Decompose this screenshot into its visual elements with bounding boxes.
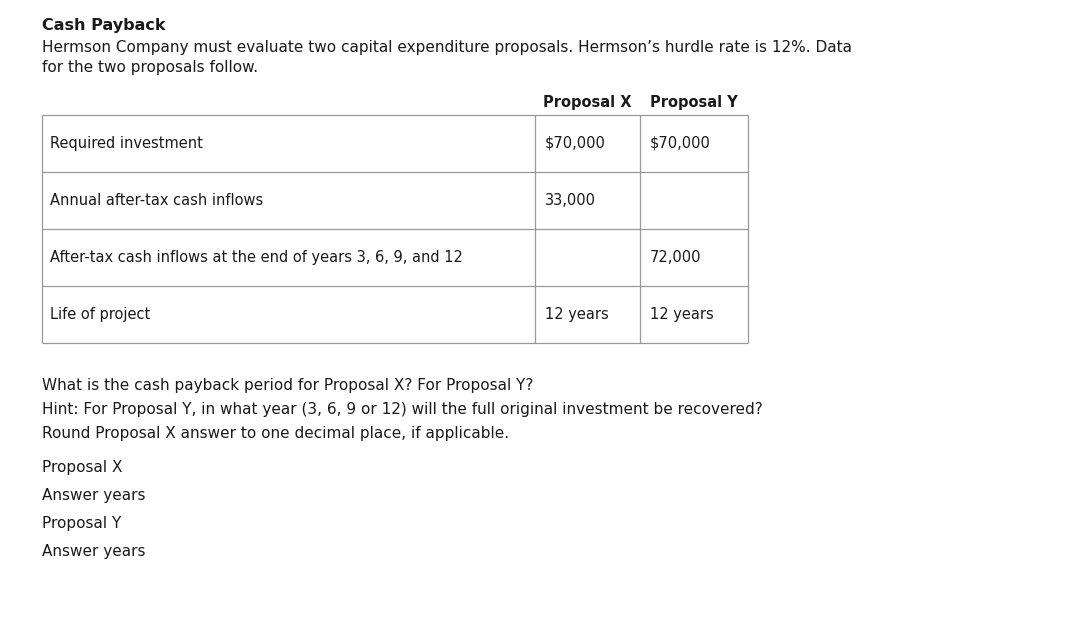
- Text: $70,000: $70,000: [650, 136, 711, 151]
- Text: Proposal Y: Proposal Y: [651, 95, 738, 110]
- Text: 33,000: 33,000: [545, 193, 596, 208]
- Text: Round Proposal X answer to one decimal place, if applicable.: Round Proposal X answer to one decimal p…: [42, 426, 509, 441]
- Text: Annual after-tax cash inflows: Annual after-tax cash inflows: [50, 193, 263, 208]
- Text: Cash Payback: Cash Payback: [42, 18, 165, 33]
- Text: What is the cash payback period for Proposal X? For Proposal Y?: What is the cash payback period for Prop…: [42, 378, 533, 393]
- Text: for the two proposals follow.: for the two proposals follow.: [42, 60, 258, 75]
- Text: 12 years: 12 years: [650, 307, 713, 322]
- Text: Life of project: Life of project: [50, 307, 150, 322]
- Text: Proposal X: Proposal X: [42, 460, 123, 475]
- Text: Hint: For Proposal Y, in what year (3, 6, 9 or 12) will the full original invest: Hint: For Proposal Y, in what year (3, 6…: [42, 402, 763, 417]
- Text: Answer years: Answer years: [42, 544, 146, 559]
- Text: After-tax cash inflows at the end of years 3, 6, 9, and 12: After-tax cash inflows at the end of yea…: [50, 250, 463, 265]
- Text: Proposal Y: Proposal Y: [42, 516, 121, 531]
- Text: Proposal X: Proposal X: [543, 95, 631, 110]
- Text: Answer years: Answer years: [42, 488, 146, 503]
- Text: $70,000: $70,000: [545, 136, 606, 151]
- Text: Hermson Company must evaluate two capital expenditure proposals. Hermson’s hurdl: Hermson Company must evaluate two capita…: [42, 40, 852, 55]
- Text: 12 years: 12 years: [545, 307, 609, 322]
- Text: 72,000: 72,000: [650, 250, 701, 265]
- Text: Required investment: Required investment: [50, 136, 203, 151]
